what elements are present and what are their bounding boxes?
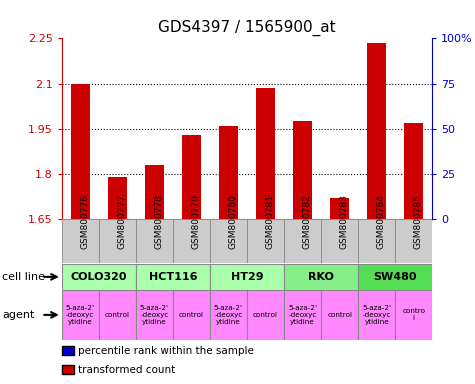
Bar: [284, 219, 321, 263]
Bar: [358, 290, 395, 340]
Bar: [136, 264, 210, 290]
Text: GSM800777: GSM800777: [117, 194, 126, 248]
Bar: [284, 290, 321, 340]
Bar: [71, 84, 89, 219]
Bar: [219, 126, 238, 219]
Text: 5-aza-2'
-deoxyc
ytidine: 5-aza-2' -deoxyc ytidine: [214, 305, 243, 325]
Text: 5-aza-2'
-deoxyc
ytidine: 5-aza-2' -deoxyc ytidine: [362, 305, 391, 325]
Text: 5-aza-2'
-deoxyc
ytidine: 5-aza-2' -deoxyc ytidine: [288, 305, 317, 325]
Bar: [210, 264, 284, 290]
Bar: [210, 219, 247, 263]
Bar: [62, 219, 99, 263]
Title: GDS4397 / 1565900_at: GDS4397 / 1565900_at: [158, 20, 336, 36]
Bar: [395, 219, 432, 263]
Text: cell line: cell line: [2, 272, 46, 282]
Text: HCT116: HCT116: [149, 272, 197, 282]
Bar: [182, 135, 201, 219]
Text: GSM800776: GSM800776: [80, 194, 89, 248]
Text: GSM800784: GSM800784: [377, 194, 386, 248]
Text: 5-aza-2'
-deoxyc
ytidine: 5-aza-2' -deoxyc ytidine: [66, 305, 95, 325]
Bar: [136, 290, 173, 340]
Bar: [173, 290, 210, 340]
Bar: [358, 264, 432, 290]
Bar: [247, 219, 284, 263]
Bar: [62, 290, 99, 340]
Text: agent: agent: [2, 310, 35, 320]
Bar: [247, 290, 284, 340]
Text: 5-aza-2'
-deoxyc
ytidine: 5-aza-2' -deoxyc ytidine: [140, 305, 169, 325]
Bar: [395, 290, 432, 340]
Text: percentile rank within the sample: percentile rank within the sample: [78, 346, 254, 356]
Text: contro
l: contro l: [402, 308, 425, 321]
Text: GSM800780: GSM800780: [228, 194, 238, 248]
Text: HT29: HT29: [231, 272, 263, 282]
Text: transformed count: transformed count: [78, 365, 176, 375]
Text: GSM800785: GSM800785: [414, 194, 423, 248]
Text: control: control: [327, 312, 352, 318]
Text: GSM800782: GSM800782: [303, 194, 312, 248]
Text: control: control: [253, 312, 278, 318]
Bar: [321, 219, 358, 263]
Text: GSM800781: GSM800781: [266, 194, 275, 248]
Text: SW480: SW480: [373, 272, 417, 282]
Bar: [284, 264, 358, 290]
Bar: [62, 264, 136, 290]
Bar: [321, 290, 358, 340]
Text: COLO320: COLO320: [71, 272, 127, 282]
Bar: [358, 219, 395, 263]
Bar: [368, 43, 386, 219]
Bar: [145, 165, 163, 219]
Text: GSM800783: GSM800783: [340, 194, 349, 248]
Bar: [99, 290, 136, 340]
Text: GSM800778: GSM800778: [154, 194, 163, 248]
Bar: [99, 219, 136, 263]
Text: GSM800779: GSM800779: [191, 194, 200, 248]
Bar: [331, 198, 349, 219]
Bar: [210, 290, 247, 340]
Bar: [256, 88, 275, 219]
Bar: [108, 177, 126, 219]
Bar: [293, 121, 312, 219]
Text: control: control: [179, 312, 204, 318]
Bar: [136, 219, 173, 263]
Bar: [173, 219, 210, 263]
Text: control: control: [105, 312, 130, 318]
Text: RKO: RKO: [308, 272, 334, 282]
Bar: [405, 122, 423, 219]
